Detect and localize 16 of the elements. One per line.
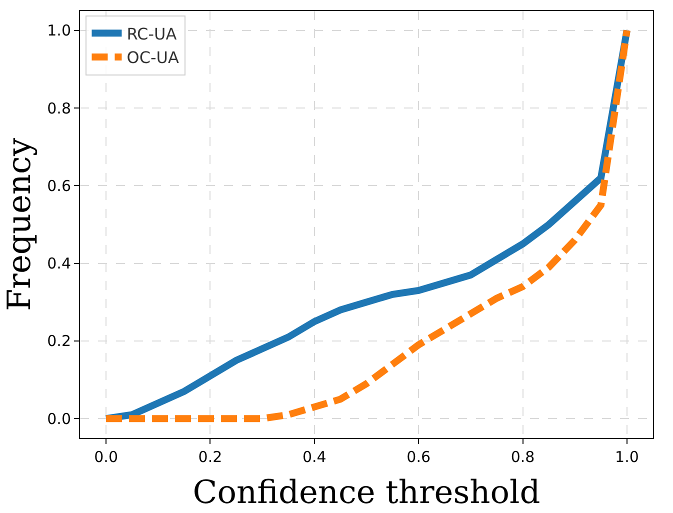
- x-tick-label: 0.0: [94, 448, 118, 466]
- x-tick-label: 0.6: [406, 448, 431, 466]
- y-tick-label: 0.0: [47, 410, 71, 428]
- y-tick-label: 0.6: [47, 176, 71, 195]
- y-tick-label: 0.4: [47, 254, 71, 273]
- x-axis-title: Confidence threshold: [192, 472, 540, 511]
- x-tick-label: 1.0: [615, 448, 639, 466]
- x-tick-label: 0.8: [510, 448, 535, 466]
- legend-label: OC-UA: [126, 48, 179, 68]
- legend-label: RC-UA: [126, 24, 177, 44]
- x-tick-label: 0.2: [198, 448, 222, 466]
- y-tick-label: 0.8: [47, 99, 71, 118]
- x-tick-label: 0.4: [302, 448, 326, 466]
- y-tick-label: 1.0: [47, 22, 71, 40]
- y-tick-label: 0.2: [47, 332, 71, 350]
- y-axis-title: Frequency: [0, 138, 38, 312]
